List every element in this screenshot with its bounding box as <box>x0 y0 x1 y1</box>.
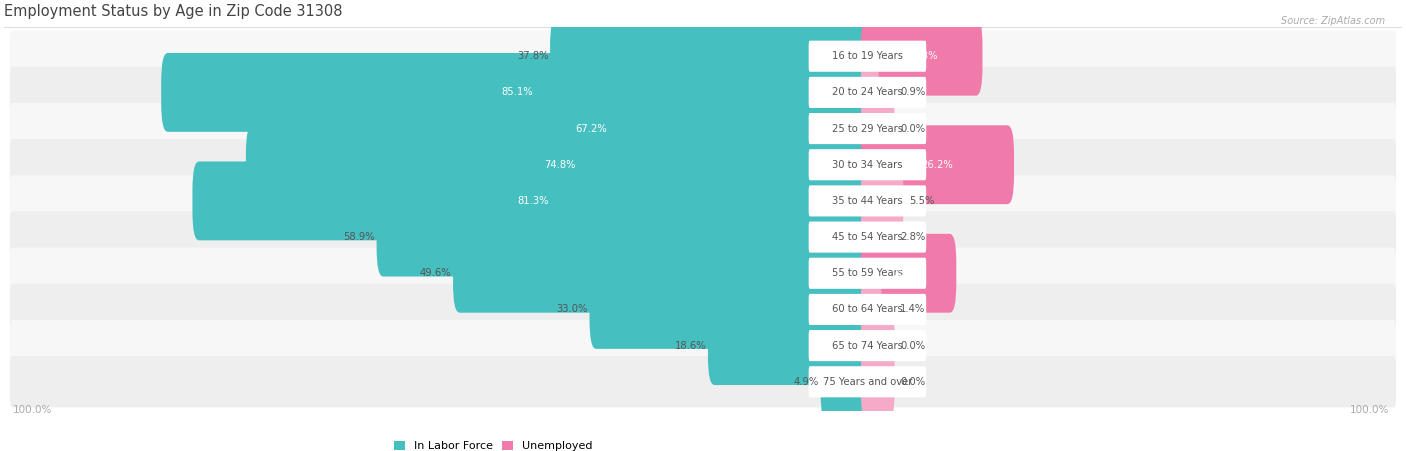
FancyBboxPatch shape <box>808 41 927 72</box>
Legend: In Labor Force, Unemployed: In Labor Force, Unemployed <box>394 441 592 451</box>
FancyBboxPatch shape <box>808 258 927 289</box>
Text: 20 to 24 Years: 20 to 24 Years <box>832 87 903 97</box>
Text: 74.8%: 74.8% <box>544 160 575 170</box>
FancyBboxPatch shape <box>860 342 894 421</box>
FancyBboxPatch shape <box>10 356 1396 407</box>
Text: 4.9%: 4.9% <box>793 377 818 387</box>
Text: 5.5%: 5.5% <box>910 196 935 206</box>
FancyBboxPatch shape <box>808 330 927 361</box>
Text: 0.0%: 0.0% <box>900 124 925 133</box>
FancyBboxPatch shape <box>808 77 927 108</box>
FancyBboxPatch shape <box>709 306 875 385</box>
Text: 16 to 19 Years: 16 to 19 Years <box>832 51 903 61</box>
Text: 1.4%: 1.4% <box>900 304 925 314</box>
FancyBboxPatch shape <box>10 284 1396 335</box>
FancyBboxPatch shape <box>10 67 1396 118</box>
Text: 20.3%: 20.3% <box>905 51 938 61</box>
FancyBboxPatch shape <box>808 149 927 180</box>
Text: 60 to 64 Years: 60 to 64 Years <box>832 304 903 314</box>
FancyBboxPatch shape <box>860 125 1014 204</box>
Text: 100.0%: 100.0% <box>1350 405 1389 415</box>
Text: 65 to 74 Years: 65 to 74 Years <box>832 341 903 350</box>
Text: 25 to 29 Years: 25 to 29 Years <box>832 124 903 133</box>
Text: 100.0%: 100.0% <box>13 405 52 415</box>
Text: 2.8%: 2.8% <box>900 232 925 242</box>
Text: 0.0%: 0.0% <box>900 341 925 350</box>
FancyBboxPatch shape <box>10 212 1396 263</box>
Text: 58.9%: 58.9% <box>343 232 375 242</box>
FancyBboxPatch shape <box>821 342 875 421</box>
FancyBboxPatch shape <box>860 17 983 96</box>
Text: 75 Years and over: 75 Years and over <box>823 377 912 387</box>
Text: 18.6%: 18.6% <box>675 341 706 350</box>
Text: 15.4%: 15.4% <box>893 268 924 278</box>
FancyBboxPatch shape <box>860 306 894 385</box>
FancyBboxPatch shape <box>860 161 904 240</box>
FancyBboxPatch shape <box>377 198 875 276</box>
FancyBboxPatch shape <box>589 270 875 349</box>
FancyBboxPatch shape <box>860 89 894 168</box>
Text: Source: ZipAtlas.com: Source: ZipAtlas.com <box>1281 16 1385 26</box>
FancyBboxPatch shape <box>162 53 875 132</box>
Text: 26.2%: 26.2% <box>921 160 953 170</box>
Text: 49.6%: 49.6% <box>420 268 451 278</box>
FancyBboxPatch shape <box>808 113 927 144</box>
Text: 0.9%: 0.9% <box>900 87 925 97</box>
FancyBboxPatch shape <box>860 270 882 349</box>
Text: 81.3%: 81.3% <box>517 196 548 206</box>
Text: 55 to 59 Years: 55 to 59 Years <box>832 268 903 278</box>
FancyBboxPatch shape <box>10 103 1396 154</box>
FancyBboxPatch shape <box>453 234 875 313</box>
FancyBboxPatch shape <box>10 139 1396 190</box>
FancyBboxPatch shape <box>808 366 927 397</box>
FancyBboxPatch shape <box>550 17 875 96</box>
FancyBboxPatch shape <box>860 198 889 276</box>
Text: 45 to 54 Years: 45 to 54 Years <box>832 232 903 242</box>
Text: 67.2%: 67.2% <box>575 124 607 133</box>
FancyBboxPatch shape <box>193 161 875 240</box>
FancyBboxPatch shape <box>10 31 1396 82</box>
FancyBboxPatch shape <box>808 185 927 216</box>
FancyBboxPatch shape <box>246 125 875 204</box>
Text: 33.0%: 33.0% <box>557 304 588 314</box>
FancyBboxPatch shape <box>10 320 1396 371</box>
Text: 0.0%: 0.0% <box>900 377 925 387</box>
FancyBboxPatch shape <box>860 53 879 132</box>
FancyBboxPatch shape <box>860 234 956 313</box>
Text: 37.8%: 37.8% <box>517 51 548 61</box>
FancyBboxPatch shape <box>10 248 1396 299</box>
Text: 85.1%: 85.1% <box>502 87 533 97</box>
FancyBboxPatch shape <box>308 89 875 168</box>
Text: Employment Status by Age in Zip Code 31308: Employment Status by Age in Zip Code 313… <box>4 4 343 19</box>
Text: 30 to 34 Years: 30 to 34 Years <box>832 160 903 170</box>
Text: 35 to 44 Years: 35 to 44 Years <box>832 196 903 206</box>
FancyBboxPatch shape <box>10 175 1396 226</box>
FancyBboxPatch shape <box>808 221 927 253</box>
FancyBboxPatch shape <box>808 294 927 325</box>
